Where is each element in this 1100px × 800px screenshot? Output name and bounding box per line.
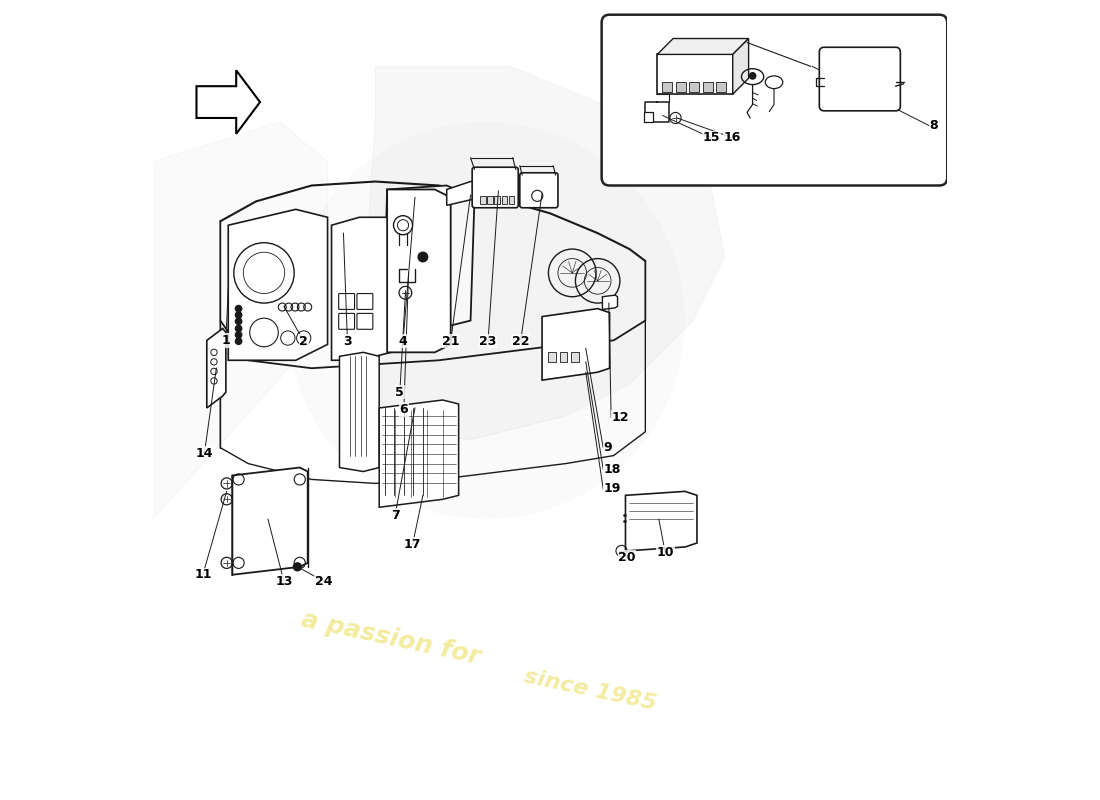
Text: 12: 12	[612, 411, 629, 424]
Text: 21: 21	[442, 334, 460, 348]
Circle shape	[749, 73, 756, 79]
Bar	[548, 352, 556, 362]
Text: 6: 6	[399, 403, 408, 416]
Polygon shape	[197, 70, 260, 134]
Polygon shape	[340, 352, 379, 471]
Bar	[494, 196, 499, 204]
Polygon shape	[733, 38, 749, 94]
Bar	[689, 82, 700, 92]
Bar	[716, 82, 726, 92]
Circle shape	[235, 332, 242, 338]
Text: 22: 22	[512, 334, 529, 348]
Bar	[487, 196, 493, 204]
FancyBboxPatch shape	[358, 314, 373, 330]
Polygon shape	[229, 210, 328, 360]
Polygon shape	[626, 491, 697, 551]
Polygon shape	[658, 54, 733, 94]
Text: 10: 10	[657, 546, 674, 559]
Text: 8: 8	[930, 119, 938, 133]
Text: 19: 19	[603, 482, 620, 495]
Polygon shape	[207, 329, 226, 408]
FancyBboxPatch shape	[339, 314, 354, 330]
Text: since 1985: since 1985	[521, 666, 658, 714]
Text: 15: 15	[703, 131, 720, 144]
Circle shape	[294, 563, 301, 571]
Text: 1: 1	[221, 334, 230, 347]
Polygon shape	[360, 66, 725, 440]
Text: 4: 4	[398, 334, 407, 348]
Polygon shape	[542, 309, 609, 380]
Text: 17: 17	[404, 538, 421, 551]
Polygon shape	[379, 400, 459, 507]
Bar	[502, 196, 507, 204]
Text: 20: 20	[618, 550, 636, 564]
Circle shape	[235, 312, 242, 318]
Text: 3: 3	[343, 334, 352, 348]
Bar	[508, 196, 515, 204]
Ellipse shape	[288, 122, 685, 519]
FancyBboxPatch shape	[358, 294, 373, 310]
FancyBboxPatch shape	[820, 47, 900, 111]
FancyBboxPatch shape	[520, 173, 558, 208]
Bar	[662, 82, 672, 92]
Circle shape	[235, 326, 242, 332]
Polygon shape	[603, 295, 617, 310]
Bar	[480, 196, 486, 204]
Circle shape	[418, 252, 428, 262]
Polygon shape	[387, 190, 451, 352]
Text: 16: 16	[724, 131, 741, 144]
Polygon shape	[658, 38, 749, 54]
Text: 5: 5	[396, 386, 404, 398]
Text: 13: 13	[275, 574, 293, 588]
Polygon shape	[644, 113, 653, 122]
Text: 11: 11	[194, 568, 211, 582]
Polygon shape	[331, 218, 392, 360]
Bar	[675, 82, 686, 92]
Circle shape	[235, 306, 242, 312]
Text: 14: 14	[196, 446, 213, 460]
Circle shape	[235, 318, 242, 325]
Text: 24: 24	[315, 574, 332, 588]
Circle shape	[235, 338, 242, 344]
Text: 7: 7	[390, 509, 399, 522]
Text: 23: 23	[480, 334, 497, 348]
Text: a passion for: a passion for	[299, 607, 483, 669]
Polygon shape	[447, 182, 483, 206]
Polygon shape	[383, 186, 474, 329]
Bar	[560, 352, 568, 362]
Text: 18: 18	[603, 462, 620, 476]
Bar	[572, 352, 580, 362]
Polygon shape	[232, 467, 308, 574]
FancyBboxPatch shape	[339, 294, 354, 310]
Text: 2: 2	[299, 334, 308, 348]
FancyBboxPatch shape	[602, 14, 947, 186]
Text: 9: 9	[603, 441, 612, 454]
Bar	[703, 82, 713, 92]
Polygon shape	[153, 122, 328, 519]
FancyBboxPatch shape	[472, 167, 518, 208]
